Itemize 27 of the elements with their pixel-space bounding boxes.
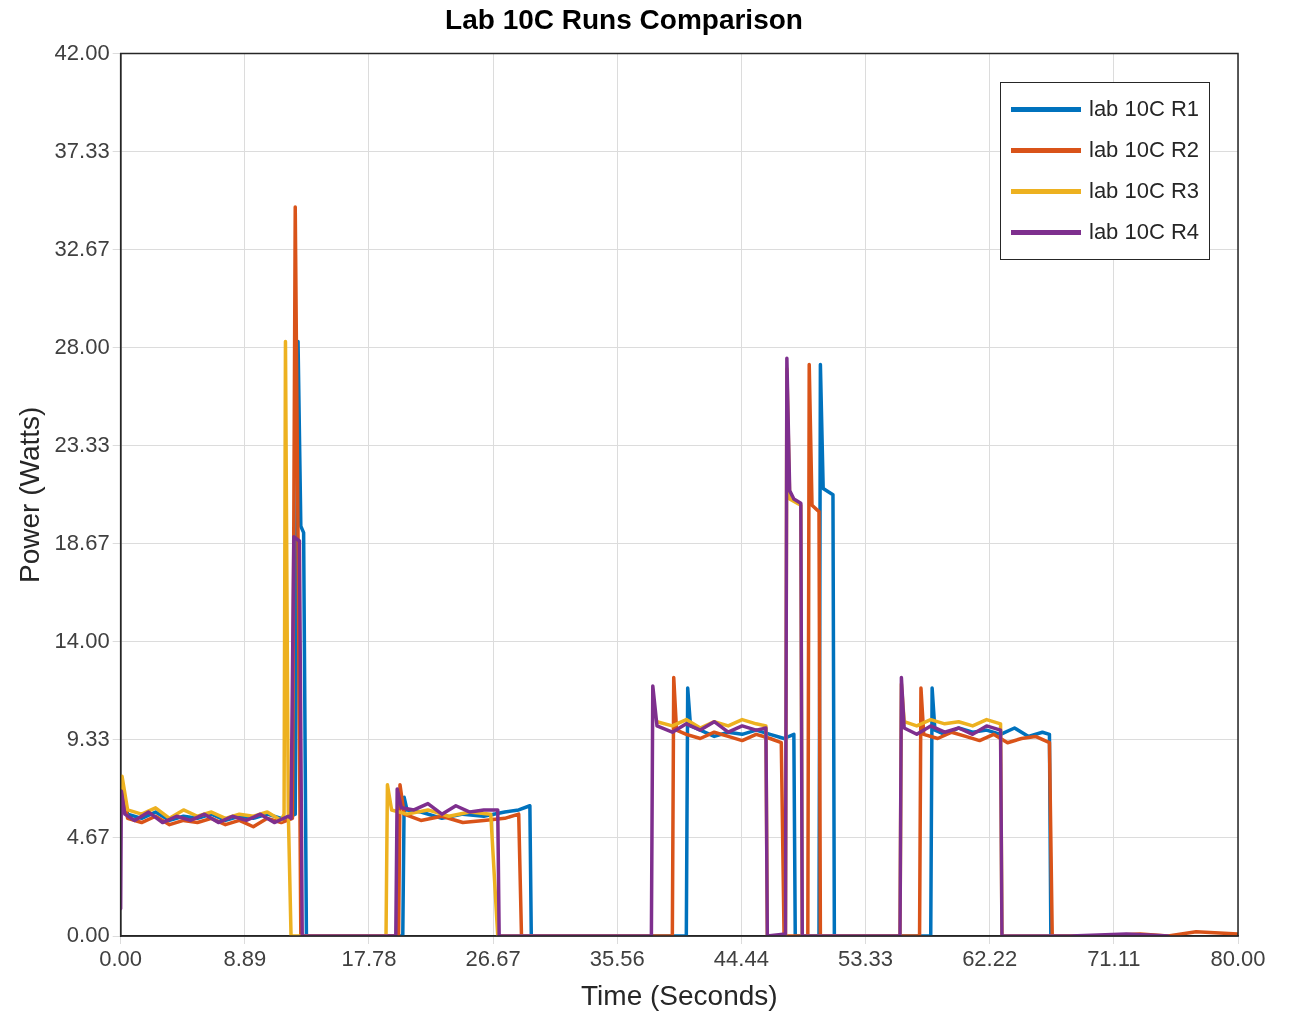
- x-tick-label: 53.33: [837, 946, 894, 972]
- legend-label: lab 10C R1: [1089, 96, 1200, 123]
- y-tick-label: 32.67: [54, 235, 110, 261]
- legend-label: lab 10C R4: [1089, 219, 1200, 246]
- y-tick-label: 37.33: [54, 137, 110, 163]
- x-tick-label: 17.78: [341, 946, 397, 972]
- y-axis-title: Power (Watts): [13, 406, 45, 583]
- y-tick-label: 42.00: [54, 39, 110, 65]
- chart-title: Lab 10C Runs Comparison: [445, 3, 803, 35]
- x-axis-title: Time (Seconds): [581, 979, 778, 1011]
- legend-label: lab 10C R2: [1089, 137, 1200, 164]
- legend-label: lab 10C R3: [1089, 178, 1200, 205]
- y-tick-label: 0.00: [66, 922, 110, 948]
- y-tick-label: 4.67: [66, 823, 110, 849]
- x-tick-label: 8.89: [223, 946, 267, 972]
- x-tick-label: 62.22: [962, 946, 1018, 972]
- y-tick-label: 9.33: [66, 726, 110, 752]
- x-tick-label: 44.44: [713, 946, 769, 972]
- y-tick-label: 28.00: [54, 333, 110, 359]
- x-tick-label: 71.11: [1087, 946, 1141, 972]
- y-tick-label: 14.00: [54, 627, 110, 653]
- x-tick-label: 26.67: [465, 946, 521, 972]
- x-tick-label: 35.56: [589, 946, 645, 972]
- x-tick-label: 0.00: [99, 946, 143, 972]
- x-tick-label: 80.00: [1210, 946, 1266, 972]
- y-tick-label: 23.33: [54, 431, 110, 457]
- y-tick-label: 18.67: [54, 529, 110, 555]
